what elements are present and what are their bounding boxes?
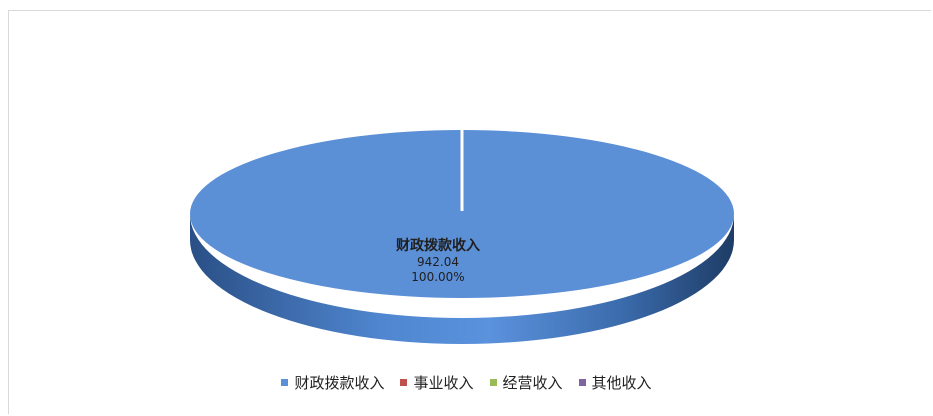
legend-label: 经营收入 <box>502 374 563 392</box>
pie-slice-0 <box>190 130 734 298</box>
data-label-value: 942.04 <box>417 255 459 269</box>
legend-swatch <box>578 379 586 386</box>
legend-item[interactable]: 事业收入 <box>400 372 474 393</box>
data-label-category: 财政拨款收入 <box>395 237 480 254</box>
legend-item[interactable]: 经营收入 <box>489 372 563 393</box>
legend-swatch <box>489 379 497 386</box>
legend-label: 财政拨款收入 <box>294 374 385 392</box>
legend-item[interactable]: 其他收入 <box>578 372 652 393</box>
legend-label: 事业收入 <box>413 374 474 392</box>
legend-item[interactable]: 财政拨款收入 <box>281 372 384 393</box>
legend-swatch <box>400 379 408 386</box>
legend-label: 其他收入 <box>591 374 652 392</box>
chart-legend: 财政拨款收入 事业收入 经营收入 其他收入 <box>0 372 933 393</box>
data-label-percent: 100.00% <box>411 270 464 284</box>
pie-slice-side-0 <box>190 214 734 344</box>
legend-swatch <box>281 379 289 386</box>
